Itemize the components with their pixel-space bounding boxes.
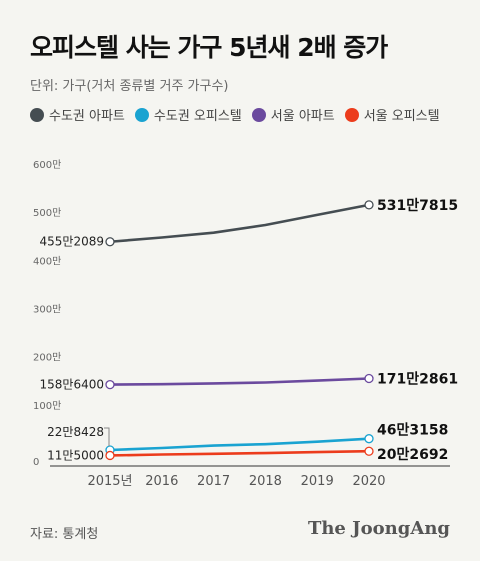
legend-swatch-1 <box>134 107 149 122</box>
y-tick-label-2: 200만 <box>33 352 61 364</box>
x-tick-label-3: 2018 <box>249 474 282 489</box>
legend-swatch-3 <box>344 107 359 122</box>
end-value-label-3: 20만2692 <box>377 447 448 463</box>
x-tick-label-2: 2017 <box>197 474 230 489</box>
source-note: 자료: 통계청 <box>30 527 99 542</box>
y-tick-label-6: 600만 <box>33 159 61 171</box>
y-tick-label-5: 500만 <box>33 207 61 219</box>
end-value-label-2: 171만2861 <box>377 371 458 387</box>
y-tick-label-3: 300만 <box>33 304 61 316</box>
end-value-label-0: 531만7815 <box>377 198 458 214</box>
series-line-1 <box>108 437 371 452</box>
legend-swatch-0 <box>30 107 44 122</box>
start-value-label-1: 22만8428 <box>47 425 104 439</box>
legend-item-2: 서울 아파트 <box>251 105 335 124</box>
legend-item-3: 서울 오피스텔 <box>344 105 440 124</box>
x-tick-label-0: 2015년 <box>87 474 132 489</box>
data-point-0-0 <box>105 237 115 247</box>
x-tick-label-5: 2020 <box>352 474 385 489</box>
data-point-2-5 <box>364 373 374 384</box>
brand-logo-text: The JoongAng <box>307 518 450 539</box>
legend-label-2: 서울 아파트 <box>270 109 335 124</box>
start-value-label-0: 455만2089 <box>40 235 104 249</box>
series-line-0 <box>108 203 371 244</box>
start-value-label-2: 158만6400 <box>40 378 104 392</box>
y-tick-label-1: 100만 <box>33 400 61 412</box>
legend-item-0: 수도권 아파트 <box>30 105 125 124</box>
x-tick-label-1: 2016 <box>145 474 178 489</box>
chart-unit-note: 단위: 가구(거처 종류별 거주 가구수) <box>30 79 229 94</box>
data-point-2-0 <box>105 379 115 390</box>
leader-line-series-1 <box>104 427 110 446</box>
y-tick-label-0: 0 <box>33 457 39 468</box>
legend-label-0: 수도권 아파트 <box>49 109 125 124</box>
series-line-2 <box>108 377 371 386</box>
y-tick-label-4: 400만 <box>33 255 61 267</box>
chart-title: 오피스텔 사는 가구 5년새 2배 증가 <box>30 33 388 62</box>
data-point-0-5 <box>364 200 374 210</box>
x-tick-label-4: 2019 <box>301 474 334 489</box>
series-line-3 <box>108 449 371 457</box>
end-value-label-1: 46만3158 <box>377 423 448 439</box>
start-value-label-3: 11만5000 <box>47 448 104 462</box>
legend-item-1: 수도권 오피스텔 <box>134 105 242 124</box>
legend-swatch-2 <box>251 107 266 122</box>
legend: 수도권 아파트 수도권 오피스텔 서울 아파트 서울 오피스텔 <box>30 105 450 124</box>
data-point-1-5 <box>364 434 374 444</box>
data-point-3-0 <box>105 450 115 461</box>
data-point-3-5 <box>364 446 374 456</box>
legend-label-1: 수도권 오피스텔 <box>153 109 242 124</box>
legend-label-3: 서울 오피스텔 <box>363 109 440 124</box>
